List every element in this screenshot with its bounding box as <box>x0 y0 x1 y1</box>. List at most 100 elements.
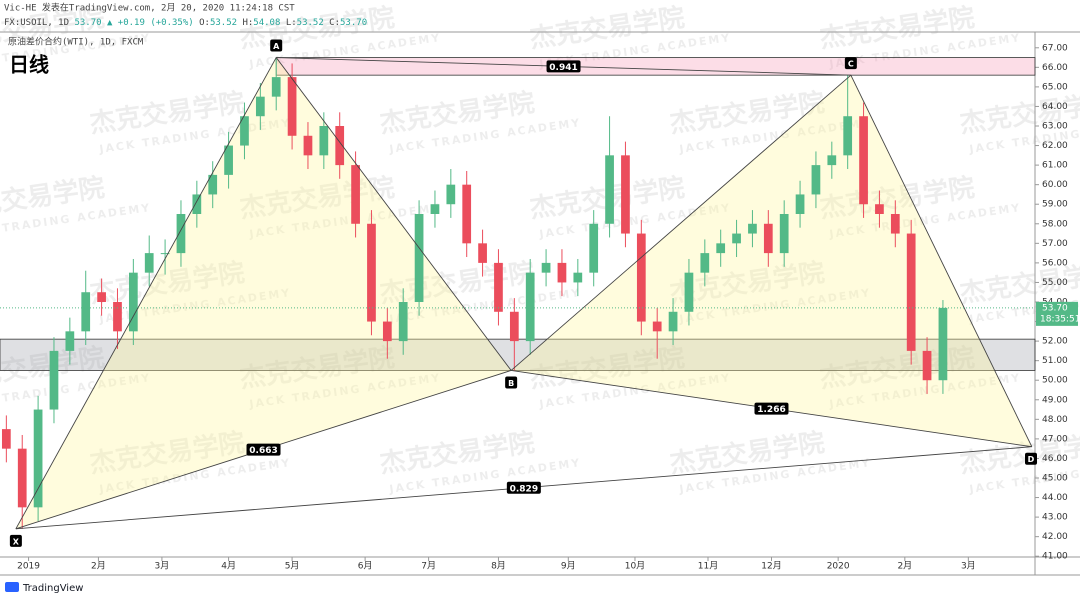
candle-body <box>255 96 265 117</box>
candle-body <box>732 233 741 244</box>
y-tick-label: 60.00 <box>1042 180 1068 190</box>
y-tick-label: 65.00 <box>1042 82 1068 92</box>
candle-body <box>351 165 360 224</box>
candle-body <box>414 214 424 302</box>
point-label: X <box>13 537 20 546</box>
candle-body <box>430 204 440 214</box>
y-tick-label: 57.00 <box>1042 239 1068 249</box>
candle-body <box>176 214 186 254</box>
point-badge <box>505 376 518 389</box>
last-price-label: 53.70 <box>1042 303 1068 313</box>
x-tick-label: 3月 <box>155 561 170 572</box>
x-tick-label: 12月 <box>761 561 781 572</box>
zone <box>275 57 1036 76</box>
candle-body <box>367 223 376 322</box>
candle-body <box>335 126 345 166</box>
x-tick-label: 2019 <box>17 562 40 572</box>
candle-body <box>605 155 614 224</box>
x-tick-label: 7月 <box>421 561 436 572</box>
candle-body <box>33 409 43 508</box>
y-tick-label: 56.00 <box>1042 258 1068 268</box>
y-tick-label: 64.00 <box>1042 102 1068 112</box>
candle-body <box>128 272 138 332</box>
candle-body <box>684 272 694 312</box>
candle-body <box>462 184 472 244</box>
candle-body <box>446 184 456 205</box>
x-tick-label: 3月 <box>961 561 976 572</box>
candle-body <box>557 262 567 283</box>
point-badge <box>844 57 857 70</box>
y-tick-label: 66.00 <box>1042 63 1068 73</box>
y-tick-label: 61.00 <box>1042 161 1068 171</box>
symbol-legend: FX:USOIL, 1D 53.70 ▲ +0.19 (+0.35%) O:53… <box>4 18 367 28</box>
y-tick-label: 63.00 <box>1042 122 1068 132</box>
candle-body <box>843 116 853 156</box>
point-badge <box>1025 452 1037 465</box>
candle-body <box>494 262 503 312</box>
price: 53.70 <box>74 18 101 28</box>
y-tick-label: 58.00 <box>1042 219 1068 229</box>
candle-body <box>763 223 773 254</box>
candle-body <box>906 233 916 351</box>
candle-body <box>113 302 122 332</box>
x-tick-label: 10月 <box>625 561 645 572</box>
candle-body <box>573 272 583 283</box>
candle-body <box>938 307 948 381</box>
point-label: B <box>508 379 514 388</box>
y-tick-label: 55.00 <box>1042 278 1068 288</box>
candle-body <box>525 272 535 342</box>
tv-logo: TradingView <box>5 582 83 594</box>
candle-body <box>621 155 630 234</box>
x-tick-label: 2020 <box>827 562 850 572</box>
point-label: A <box>273 42 280 51</box>
x-tick-label: 5月 <box>285 561 300 572</box>
logo-icon <box>5 582 19 592</box>
candle-body <box>287 77 297 136</box>
pattern-line <box>510 74 852 371</box>
ohlc-value: 53.70 <box>340 18 367 28</box>
ohlc-value: 53.52 <box>297 18 324 28</box>
y-tick-label: 41.00 <box>1042 552 1068 562</box>
x-tick-label: 2月 <box>91 561 106 572</box>
x-tick-label: 2月 <box>897 561 912 572</box>
y-tick-label: 46.00 <box>1042 454 1068 464</box>
x-tick-label: 9月 <box>561 561 576 572</box>
symbol: FX:USOIL, 1D <box>4 18 69 28</box>
candle-body <box>144 253 154 273</box>
candle-body <box>859 116 868 205</box>
x-tick-label: 11月 <box>698 561 718 572</box>
candle-body <box>748 223 757 234</box>
candle-body <box>827 155 837 166</box>
candle-body <box>224 145 233 175</box>
y-tick-label: 43.00 <box>1042 513 1068 523</box>
candle-body <box>478 243 487 263</box>
candle-body <box>398 302 408 342</box>
point-badge <box>9 534 22 547</box>
candle-body <box>382 321 392 342</box>
candle-body <box>208 174 218 195</box>
ratio-badge <box>754 402 789 415</box>
pattern-line <box>850 74 1033 447</box>
timeframe: 日线 <box>9 53 49 77</box>
candle-body <box>589 223 599 273</box>
ratio-badge <box>506 481 541 494</box>
y-tick-label: 44.00 <box>1042 493 1068 503</box>
pattern-fill <box>15 57 512 529</box>
point-label: C <box>848 60 854 69</box>
ohlc-value: 54.08 <box>253 18 280 28</box>
x-tick-label: 8月 <box>491 561 506 572</box>
y-tick-label: 45.00 <box>1042 474 1068 484</box>
candle-body <box>303 135 313 156</box>
ratio-badge <box>546 60 581 73</box>
y-tick-label: 47.00 <box>1042 434 1068 444</box>
point-badge <box>270 39 283 52</box>
candle-body <box>17 448 27 508</box>
pattern-line <box>275 57 512 371</box>
candle-body <box>700 253 710 273</box>
y-tick-label: 62.00 <box>1042 141 1068 151</box>
candle-body <box>49 350 59 410</box>
x-tick-label: 6月 <box>358 561 373 572</box>
ratio-label: 0.829 <box>510 484 538 494</box>
byline: Vic-HE 发表在TradingView.com, 2月 20, 2020 1… <box>4 2 295 14</box>
